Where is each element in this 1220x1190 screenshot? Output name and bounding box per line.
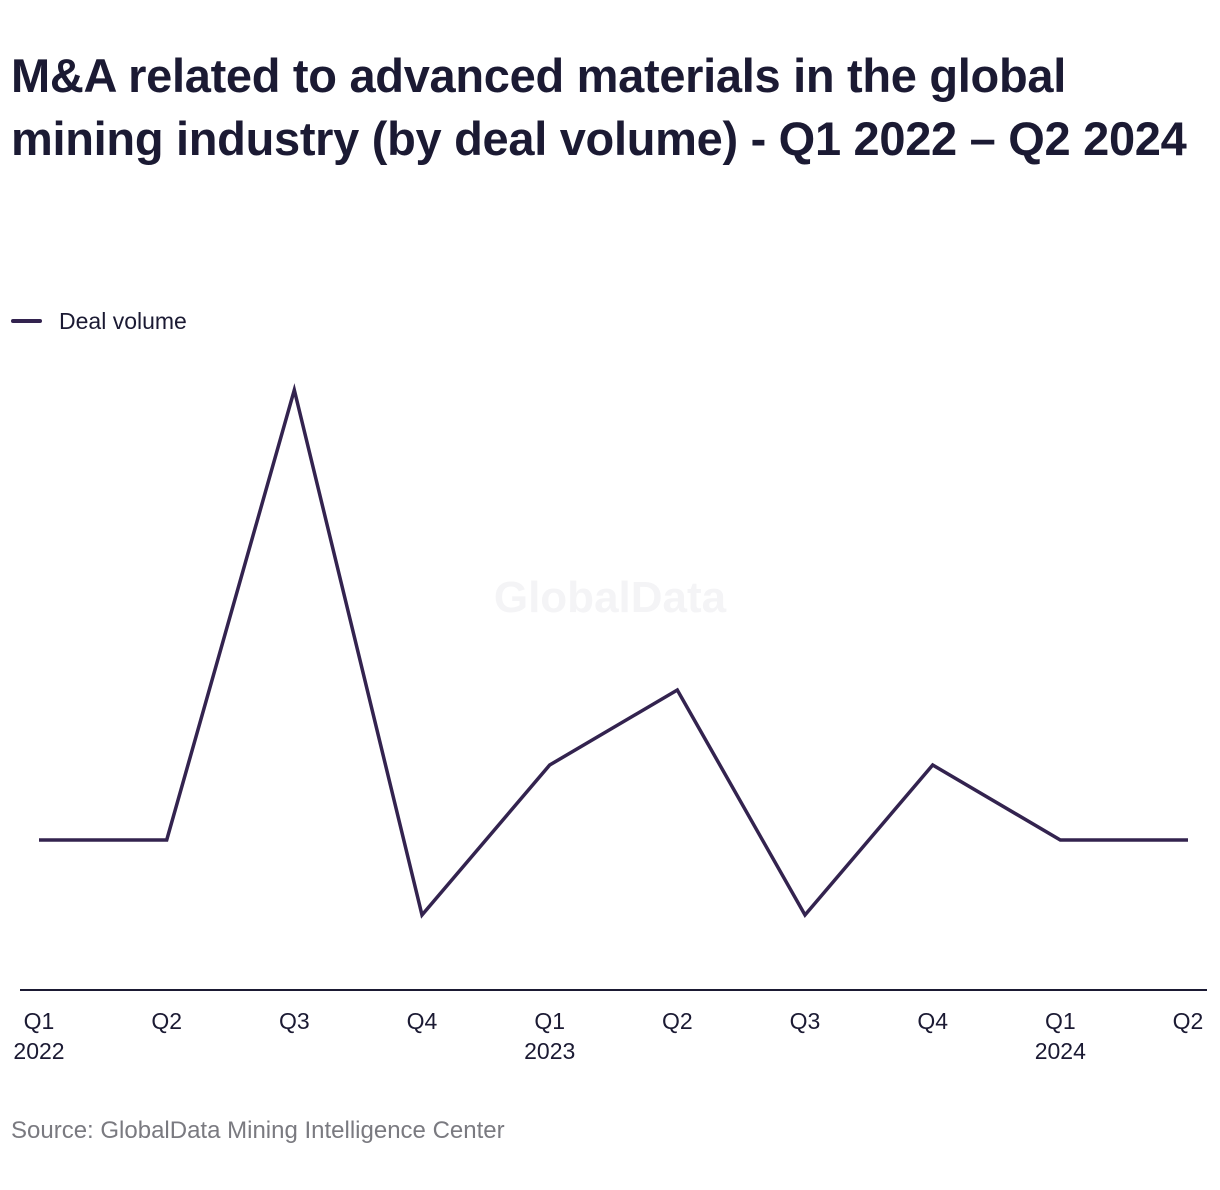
x-tick-label-year: 2024 <box>1035 1038 1086 1064</box>
x-tick-label-quarter: Q3 <box>279 1008 310 1034</box>
x-tick-label-quarter: Q3 <box>790 1008 821 1034</box>
series-line-deal-volume <box>39 383 1188 919</box>
data-point-q3-2023 <box>799 909 811 921</box>
x-tick-label-quarter: Q4 <box>917 1008 948 1034</box>
x-tick-label-quarter: Q2 <box>1173 1008 1204 1034</box>
x-tick-label-quarter: Q1 <box>24 1008 55 1034</box>
data-point-q4-2023 <box>927 759 939 771</box>
x-tick-label-quarter: Q4 <box>407 1008 438 1034</box>
data-point-q2-2022 <box>161 834 173 846</box>
data-point-q4-2022 <box>416 909 428 921</box>
legend: Deal volume <box>11 306 187 336</box>
data-point-q3-2022 <box>288 384 300 396</box>
x-tick-label-quarter: Q2 <box>662 1008 693 1034</box>
data-point-q1-2022 <box>33 834 45 846</box>
data-point-q1-2024 <box>1054 834 1066 846</box>
x-tick-label-year: 2023 <box>524 1038 575 1064</box>
x-tick-label-quarter: Q2 <box>151 1008 182 1034</box>
x-axis-ticks: Q1 2022 Q2 Q3 Q4 Q1 2023 Q2 Q3 Q4 Q1 2024 Q2 <box>13 1008 1203 1064</box>
legend-swatch-deal-volume <box>11 319 42 323</box>
watermark: GlobalData <box>494 573 727 622</box>
chart-title: M&A related to advanced materials in the… <box>11 49 1187 165</box>
x-tick-label-quarter: Q1 <box>534 1008 565 1034</box>
series-layer <box>33 383 1194 921</box>
line-chart: GlobalData Q1 2022 Q2 Q3 Q4 Q1 2023 Q2 Q3 Q4 Q1 202… <box>13 383 1207 1064</box>
source-note: Source: GlobalData Mining Intelligence C… <box>11 1117 505 1144</box>
data-point-q1-2023 <box>544 759 556 771</box>
x-tick-label-year: 2022 <box>13 1038 64 1064</box>
x-tick-label-quarter: Q1 <box>1045 1008 1076 1034</box>
data-point-q2-2024 <box>1182 834 1194 846</box>
legend-label-deal-volume: Deal volume <box>59 307 187 334</box>
data-point-q2-2023 <box>671 684 683 696</box>
